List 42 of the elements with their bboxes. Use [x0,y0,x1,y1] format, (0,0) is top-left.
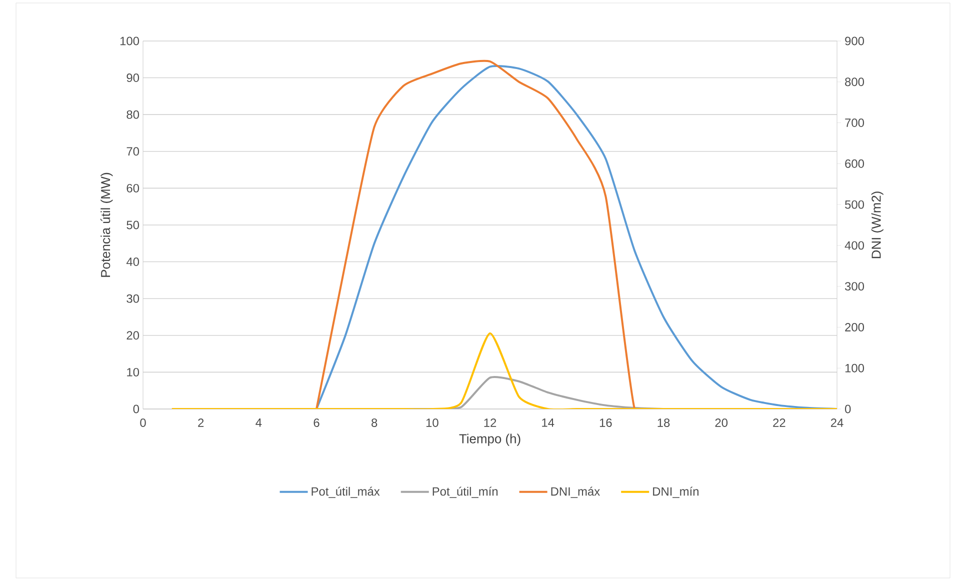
y-tick-label: 100 [120,36,140,46]
x-tick-label: 16 [600,418,612,427]
legend-label: DNI_mín [653,486,698,498]
y2-tick-label: 900 [845,36,864,46]
y2-tick-label: 400 [844,241,864,250]
y2-tick-label: 600 [845,159,864,168]
y-tick-label: 30 [126,294,140,303]
y2-tick-label: 300 [844,282,864,291]
x-tick-label: 18 [658,418,670,427]
x-tick-label: 20 [715,418,728,427]
y2-tick-label: 800 [845,78,864,86]
x-tick-label: 8 [372,418,378,427]
line-series [170,332,838,409]
legend-label: Pot_útil_máx [312,486,380,498]
x-tick-label: 2 [198,418,204,427]
x-tick-label: 22 [773,418,786,427]
x-tick-label: 14 [542,418,554,427]
y2-axis-title: DNI (W/m2) [871,192,884,258]
y-tick-label: 90 [126,74,140,82]
x-tick-label: 0 [140,418,146,427]
y-tick-label: 80 [126,110,140,119]
y-tick-label: 0 [133,404,140,414]
legend-label: DNI_máx [551,486,600,498]
y2-tick-label: 500 [845,200,864,209]
x-tick-label: 24 [830,418,844,427]
x-axis-title: Tiempo (h) [459,434,520,446]
y-tick-label: 40 [126,258,140,266]
legend-label: Pot_útil_mín [432,486,498,498]
y-tick-label: 50 [126,220,140,230]
y2-tick-label: 0 [845,404,851,414]
y2-tick-label: 700 [845,118,864,127]
y2-tick-label: 100 [845,364,864,372]
x-tick-label: 12 [484,418,496,427]
y-tick-label: 60 [126,184,140,192]
y-tick-label: 20 [126,331,140,340]
y-axis-title: Potencia útil (MW) [100,172,113,277]
x-tick-label: 6 [314,418,320,427]
y-tick-label: 70 [126,147,140,156]
x-tick-label: 10 [426,418,438,427]
y-tick-label: 10 [127,368,140,376]
x-tick-label: 4 [256,418,262,427]
y2-tick-label: 200 [845,322,864,332]
